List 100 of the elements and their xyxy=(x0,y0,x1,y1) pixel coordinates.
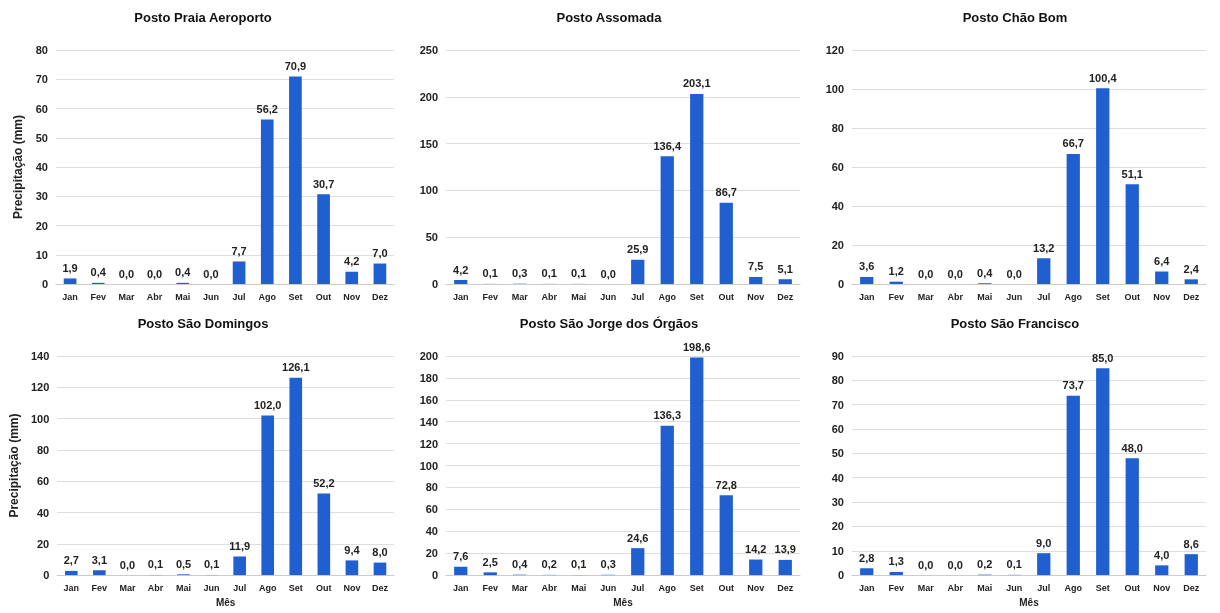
bar xyxy=(631,548,645,576)
x-tick-label: Jan xyxy=(452,291,469,302)
bar xyxy=(289,377,303,576)
y-tick-label: 160 xyxy=(419,393,438,406)
x-tick-label: Mar xyxy=(917,291,935,302)
x-tick-label: Mar xyxy=(511,291,529,302)
x-tick-label: Ago xyxy=(1064,291,1083,302)
bar xyxy=(373,562,387,576)
x-tick-label: Ago xyxy=(258,291,277,302)
y-tick-label: 100 xyxy=(419,459,438,472)
data-label: 102,0 xyxy=(253,398,282,411)
bar xyxy=(260,119,274,284)
data-label: 7,7 xyxy=(231,244,247,257)
x-tick-label: Set xyxy=(1095,582,1110,593)
bar xyxy=(1037,258,1051,284)
data-label: 13,9 xyxy=(774,543,796,556)
y-tick-label: 40 xyxy=(425,525,438,538)
y-tick-label: 20 xyxy=(831,239,844,251)
bar xyxy=(289,76,302,284)
y-tick-label: 60 xyxy=(425,503,438,516)
bar xyxy=(778,559,792,576)
data-label: 203,1 xyxy=(682,77,711,90)
x-tick-label: Nov xyxy=(343,582,361,593)
y-tick-label: 150 xyxy=(419,137,438,150)
x-tick-label: Jan xyxy=(62,291,78,302)
x-tick-label: Out xyxy=(316,582,332,593)
data-label: 24,6 xyxy=(627,531,649,544)
x-tick-label: Nov xyxy=(747,291,765,302)
y-tick-label: 0 xyxy=(837,569,844,582)
x-tick-label: Jan xyxy=(858,291,875,302)
x-tick-label: Jul xyxy=(1037,291,1051,302)
x-tick-label: Abr xyxy=(947,291,964,302)
data-label: 52,2 xyxy=(313,476,335,489)
x-tick-label: Fev xyxy=(482,291,499,302)
data-label: 0,4 xyxy=(977,266,994,279)
y-tick-label: 10 xyxy=(831,544,844,557)
bar xyxy=(690,357,704,576)
bar xyxy=(483,572,497,576)
data-label: 85,0 xyxy=(1092,351,1114,364)
data-label: 0,3 xyxy=(512,267,528,280)
data-label: 0,0 xyxy=(918,267,934,280)
chart-title: Posto Assomada xyxy=(556,10,663,25)
y-axis-title: Precipitação (mm) xyxy=(11,114,25,220)
y-tick-label: 0 xyxy=(43,569,50,582)
x-tick-label: Dez xyxy=(371,582,389,593)
y-tick-label: 50 xyxy=(35,131,48,144)
bar xyxy=(1155,565,1169,576)
x-tick-label: Dez xyxy=(777,291,794,302)
x-axis-title: Mês xyxy=(613,596,634,608)
y-tick-label: 80 xyxy=(831,122,844,134)
x-tick-label: Mar xyxy=(119,582,136,593)
data-label: 0,1 xyxy=(147,558,164,571)
data-label: 86,7 xyxy=(715,186,737,199)
x-tick-label: Out xyxy=(718,582,734,593)
y-tick-label: 70 xyxy=(35,73,48,86)
y-tick-label: 80 xyxy=(425,481,438,494)
data-label: 13,2 xyxy=(1033,241,1055,254)
y-tick-label: 70 xyxy=(831,398,844,411)
chart-title: Posto São Jorge dos Órgãos xyxy=(519,316,699,331)
bar xyxy=(889,571,903,576)
x-tick-label: Out xyxy=(1124,291,1140,302)
x-tick-label: Set xyxy=(689,291,704,302)
y-tick-label: 40 xyxy=(831,200,844,212)
data-label: 126,1 xyxy=(282,361,310,374)
data-label: 0,5 xyxy=(175,557,192,570)
bar xyxy=(1096,368,1110,576)
data-label: 5,1 xyxy=(777,262,793,275)
x-tick-label: Dez xyxy=(1183,582,1200,593)
y-tick-label: 10 xyxy=(35,248,48,261)
bar xyxy=(631,259,645,284)
data-label: 0,1 xyxy=(203,558,220,571)
x-tick-label: Nov xyxy=(343,291,361,302)
data-label: 72,8 xyxy=(715,478,737,491)
x-tick-label: Ago xyxy=(1064,582,1083,593)
y-tick-label: 60 xyxy=(831,161,844,173)
data-label: 73,7 xyxy=(1062,379,1084,392)
data-label: 9,0 xyxy=(1036,536,1052,549)
chart-title: Posto Chão Bom xyxy=(962,10,1068,25)
bar xyxy=(660,425,674,576)
data-label: 0,2 xyxy=(541,558,557,571)
x-tick-label: Nov xyxy=(747,582,765,593)
bar xyxy=(719,202,733,284)
y-tick-label: 0 xyxy=(41,278,48,290)
x-tick-label: Jul xyxy=(232,291,246,302)
x-tick-label: Set xyxy=(689,582,704,593)
bar xyxy=(232,261,246,284)
y-tick-label: 140 xyxy=(419,415,438,428)
y-tick-label: 50 xyxy=(831,447,844,460)
x-tick-label: Set xyxy=(288,582,303,593)
x-tick-label: Ago xyxy=(258,582,277,593)
y-tick-label: 80 xyxy=(831,374,844,387)
data-label: 2,4 xyxy=(1183,262,1200,275)
data-label: 0,3 xyxy=(600,558,616,571)
bar xyxy=(317,194,330,284)
y-tick-label: 200 xyxy=(419,90,438,103)
x-tick-label: Abr xyxy=(541,291,558,302)
bar xyxy=(1125,184,1139,284)
x-tick-label: Abr xyxy=(147,582,164,593)
bar xyxy=(317,493,331,576)
y-tick-label: 40 xyxy=(35,161,48,173)
